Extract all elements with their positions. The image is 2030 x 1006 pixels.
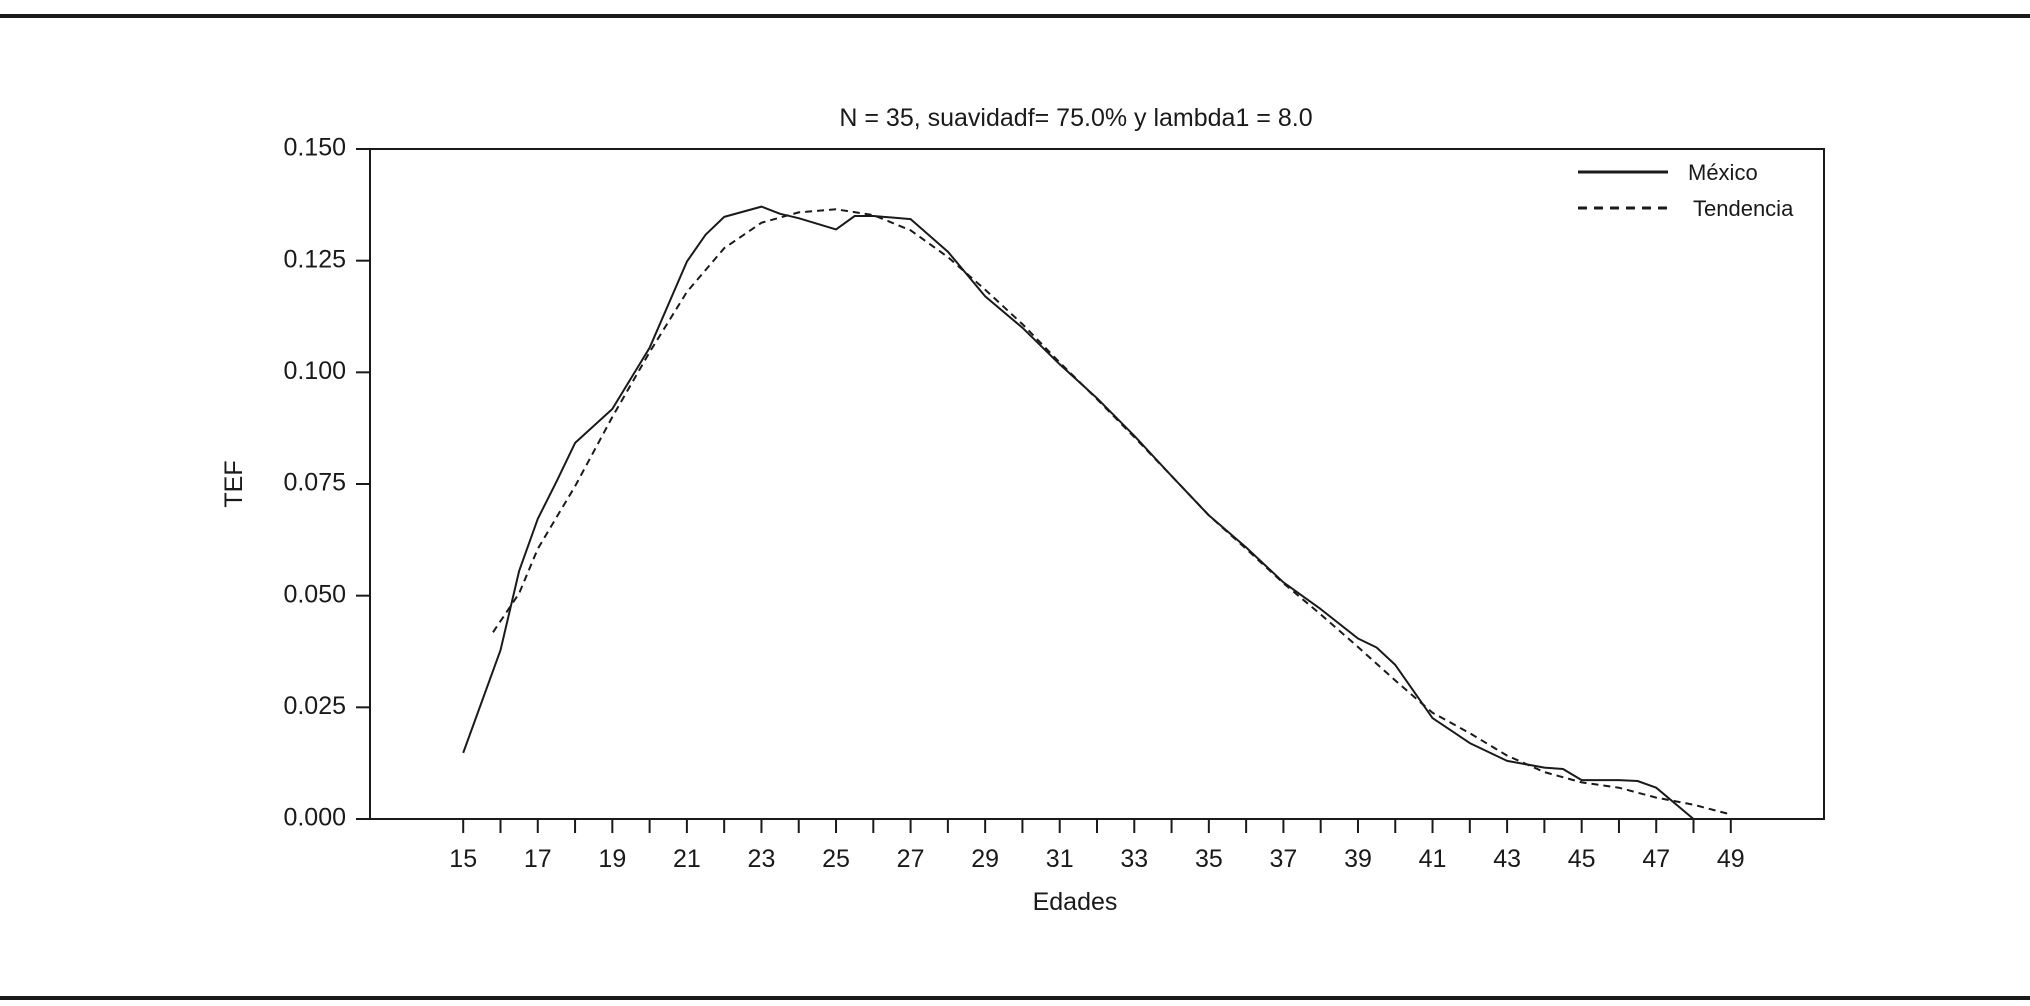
x-tick-label: 35 [1195, 845, 1223, 873]
y-tick-label: 0.125 [283, 245, 346, 273]
y-tick-label: 0.075 [283, 469, 346, 497]
x-tick-label: 49 [1717, 845, 1745, 873]
x-tick-label: 25 [822, 845, 850, 873]
y-axis-label: TEF [220, 460, 248, 507]
x-tick-label: 17 [524, 845, 552, 873]
x-tick-label: 39 [1344, 845, 1372, 873]
series-line-tendencia [492, 208, 1732, 816]
x-tick-label: 19 [598, 845, 626, 873]
x-tick-label: 47 [1642, 845, 1670, 873]
y-tick-label: 0.150 [283, 134, 346, 162]
x-tick-label: 15 [449, 845, 477, 873]
top-rule [0, 14, 2030, 18]
legend-label-tendencia: Tendencia [1693, 196, 1794, 221]
x-tick-label: 29 [971, 845, 999, 873]
x-tick-label: 45 [1568, 845, 1596, 873]
chart-title: N = 35, suavidadf= 75.0% y lambda1 = 8.0 [839, 104, 1312, 132]
bottom-rule [0, 996, 2030, 1000]
x-tick-label: 43 [1493, 845, 1521, 873]
x-tick-label: 33 [1120, 845, 1148, 873]
y-tick-label: 0.000 [283, 804, 346, 832]
series-layer [462, 205, 1732, 820]
x-tick-label: 27 [897, 845, 925, 873]
legend: México Tendencia [1578, 160, 1794, 221]
series-line-mexico [462, 205, 1695, 820]
y-axis: 0.000 0.025 0.050 0.075 0.100 0.125 0.150 [283, 134, 370, 832]
legend-label-mexico: México [1688, 160, 1758, 185]
x-tick-label: 23 [748, 845, 776, 873]
plot-frame [369, 148, 1825, 820]
y-tick-label: 0.050 [283, 580, 346, 608]
x-axis: 15 17 19 21 23 25 27 29 31 33 35 37 39 41 43 45 47 49 [449, 819, 1745, 873]
x-tick-label: 41 [1419, 845, 1447, 873]
x-tick-label: 31 [1046, 845, 1074, 873]
y-tick-label: 0.100 [283, 357, 346, 385]
x-axis-label: Edades [1033, 888, 1118, 916]
x-tick-label: 21 [673, 845, 701, 873]
y-tick-label: 0.025 [283, 692, 346, 720]
x-tick-label: 37 [1270, 845, 1298, 873]
